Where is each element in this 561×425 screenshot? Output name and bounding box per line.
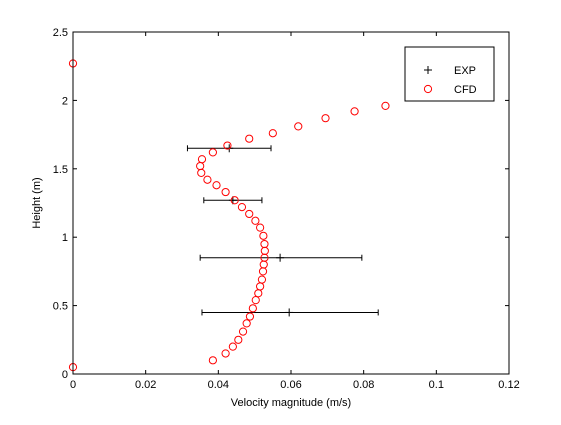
y-axis-label: Height (m) [31, 177, 43, 228]
cfd-point [251, 216, 260, 225]
cfd-point [248, 304, 257, 313]
cfd-point [259, 231, 268, 240]
cfd-point [245, 312, 255, 321]
x-tick-label: 0.1 [429, 379, 444, 391]
cfd-point [228, 342, 237, 351]
y-tick-label: 0 [62, 369, 68, 381]
cfd-point [223, 141, 232, 150]
legend-label: EXP [454, 65, 476, 77]
cfd-point [294, 122, 303, 131]
cfd-point [221, 349, 230, 358]
cfd-point [268, 129, 277, 138]
x-tick-label: 0.08 [353, 379, 374, 391]
x-tick-label: 0.12 [498, 379, 519, 391]
cfd-point [256, 223, 265, 232]
cfd-point [321, 114, 330, 123]
cfd-point [245, 134, 254, 143]
cfd-point [197, 155, 207, 164]
x-tick-label: 0.04 [208, 379, 229, 391]
y-tick-label: 1 [62, 232, 68, 244]
legend-items: EXP CFD [423, 65, 477, 96]
y-tick-label: 2 [62, 95, 68, 107]
x-tick-label: 0.06 [280, 379, 301, 391]
cfd-point [350, 107, 359, 116]
cfd-point [230, 196, 239, 205]
cfd-point [251, 296, 260, 305]
exp-error-bar [199, 253, 363, 262]
cfd-point [208, 356, 217, 365]
cfd-point [212, 181, 221, 190]
cfd-point [237, 203, 247, 212]
cfd-point [242, 319, 251, 328]
cfd-point [221, 187, 230, 197]
x-tick-label: 0.02 [135, 379, 156, 391]
cfd-point [203, 175, 212, 184]
legend-box [404, 46, 495, 102]
cfd-point [381, 101, 390, 110]
cfd-point [245, 209, 254, 219]
cfd-point [208, 148, 217, 157]
legend-label: CFD [454, 84, 477, 96]
x-tick-label: 0 [70, 379, 76, 391]
cfd-point [238, 327, 248, 336]
cfd-point [257, 275, 267, 284]
exp-error-bar [203, 196, 263, 205]
legend-marker-cfd [423, 84, 433, 94]
y-tick-label: 2.5 [53, 27, 68, 39]
exp-error-bar [201, 308, 379, 317]
legend: EXP CFD [404, 46, 495, 102]
y-tick-label: 0.5 [53, 301, 68, 313]
cfd-point [234, 335, 243, 344]
x-axis-label: Velocity magnitude (m/s) [231, 397, 351, 409]
y-tick-label: 1.5 [53, 164, 68, 176]
cfd-point [260, 239, 269, 249]
chart-axes: 0 0.02 0.04 0.06 0.08 0.1 0.12 0 0.5 1 1.5 2 2.5 [53, 27, 520, 391]
